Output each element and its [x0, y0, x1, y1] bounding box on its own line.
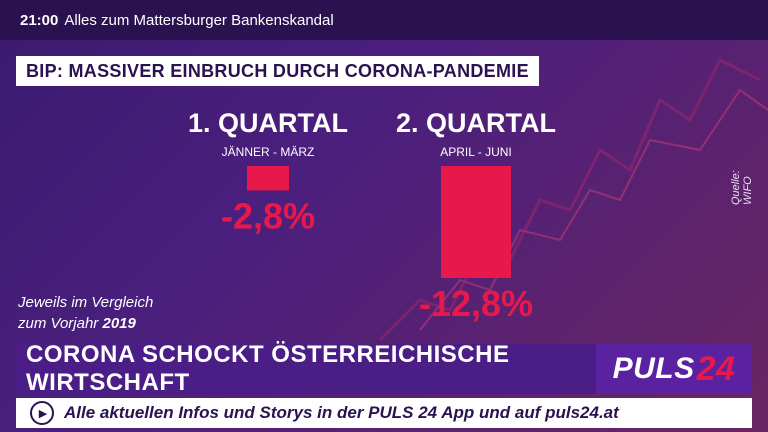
puls24-logo: PULS 24: [596, 344, 752, 394]
value-label-2: -12,8%: [419, 283, 533, 324]
bar-1: [247, 166, 289, 191]
top-news-bar: 21:00 Alles zum Mattersburger Bankenskan…: [0, 0, 768, 40]
note-line-2: zum Vorjahr 2019: [18, 315, 136, 332]
note-line-1: Jeweils im Vergleich: [18, 294, 154, 311]
category-title-2: 2. QUARTAL: [396, 108, 556, 138]
note-year: 2019: [102, 315, 136, 332]
comparison-note: Jeweils im Vergleich zum Vorjahr 2019: [18, 292, 153, 334]
logo-text: PULS: [612, 352, 695, 385]
ticker-text: Alle aktuellen Infos und Storys in der P…: [64, 403, 619, 422]
news-ticker-text: Alles zum Mattersburger Bankenskandal: [64, 11, 334, 29]
headline-text: BIP: MASSIVER EINBRUCH DURCH CORONA-PAND…: [26, 60, 529, 81]
logo-number: 24: [696, 349, 736, 388]
lower-third-text: CORONA SCHOCKT ÖSTERREICHISCHE WIRTSCHAF…: [26, 341, 510, 396]
source-label: Quelle: WIFO: [730, 170, 754, 205]
bottom-ticker: ▶ Alle aktuellen Infos und Storys in der…: [16, 398, 752, 428]
bar-2: [441, 166, 511, 278]
value-label-1: -2,8%: [221, 196, 315, 237]
category-subtitle-2: APRIL - JUNI: [440, 145, 512, 159]
lower-third-title: CORONA SCHOCKT ÖSTERREICHISCHE WIRTSCHAF…: [16, 341, 596, 396]
time-label: 21:00: [20, 11, 59, 29]
headline-box: BIP: MASSIVER EINBRUCH DURCH CORONA-PAND…: [16, 56, 539, 86]
category-title-1: 1. QUARTAL: [188, 108, 348, 138]
category-subtitle-1: JÄNNER - MÄRZ: [222, 145, 315, 159]
play-icon: ▶: [30, 401, 54, 425]
